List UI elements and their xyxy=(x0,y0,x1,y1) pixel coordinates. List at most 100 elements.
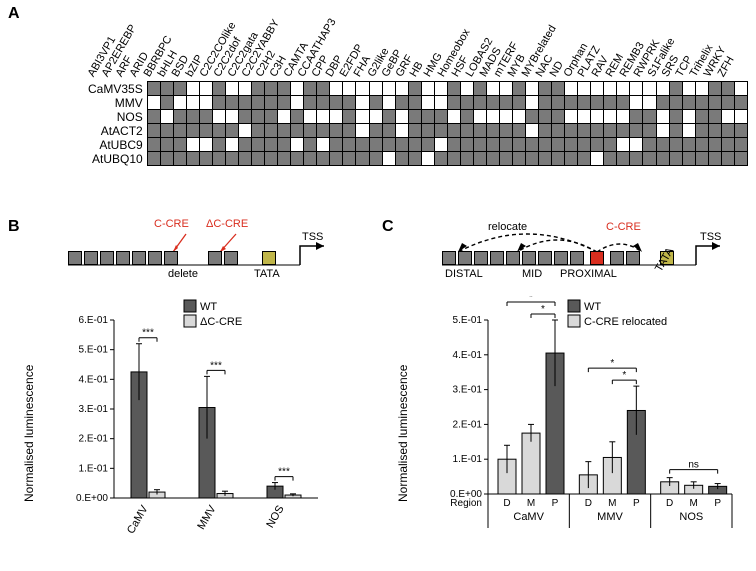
heatmap-cell xyxy=(721,82,734,96)
heatmap-cell xyxy=(317,124,330,138)
heatmap-cell xyxy=(252,152,265,166)
heatmap-cell xyxy=(434,152,447,166)
heatmap-cell xyxy=(643,124,656,138)
heatmap-cell xyxy=(343,96,356,110)
heatmap-cell xyxy=(225,82,238,96)
delete-label: delete xyxy=(168,268,198,280)
heatmap-cell xyxy=(317,96,330,110)
heatmap-cell xyxy=(486,138,499,152)
heatmap-cell xyxy=(578,138,591,152)
heatmap-cell xyxy=(421,124,434,138)
svg-text:*: * xyxy=(610,358,614,369)
heatmap-cell xyxy=(630,152,643,166)
heatmap-cell xyxy=(278,124,291,138)
heatmap-cell xyxy=(526,82,539,96)
heatmap-cell xyxy=(708,82,721,96)
heatmap-cell xyxy=(239,96,252,110)
heatmap-cell xyxy=(147,138,160,152)
heatmap-cell xyxy=(682,110,695,124)
panel-a-label: A xyxy=(8,5,20,23)
heatmap-cell xyxy=(721,152,734,166)
heatmap-cell xyxy=(552,138,565,152)
heatmap-cell xyxy=(695,152,708,166)
panel-c: C relocate C-CRE TSS xyxy=(382,218,748,563)
heatmap-cell xyxy=(682,82,695,96)
heatmap-cell xyxy=(734,110,747,124)
heatmap-cell xyxy=(591,82,604,96)
heatmap-cell xyxy=(604,124,617,138)
heatmap-cell xyxy=(513,138,526,152)
heatmap-cell xyxy=(669,110,682,124)
ytick-c: 3.E-01 xyxy=(453,385,483,396)
heatmap-cell xyxy=(369,124,382,138)
heatmap-cell xyxy=(147,152,160,166)
row-label: MMV xyxy=(88,96,147,110)
heatmap-cell xyxy=(252,124,265,138)
heatmap-cell xyxy=(330,152,343,166)
heatmap-cell xyxy=(278,110,291,124)
svg-text:*: * xyxy=(529,296,533,303)
region-axis-label: Region xyxy=(450,498,482,509)
region-label: M xyxy=(527,498,535,509)
heatmap-cell xyxy=(499,82,512,96)
heatmap-cell xyxy=(591,110,604,124)
heatmap-cell xyxy=(160,110,173,124)
heatmap-cell xyxy=(265,138,278,152)
heatmap-cell xyxy=(291,152,304,166)
heatmap-cell xyxy=(643,138,656,152)
heatmap-cell xyxy=(526,124,539,138)
group-label: CaMV xyxy=(513,511,544,523)
heatmap-cell xyxy=(499,96,512,110)
xcat-label: NOS xyxy=(264,504,286,531)
heatmap-cell xyxy=(591,138,604,152)
region-label: P xyxy=(633,498,640,509)
heatmap-cell xyxy=(356,152,369,166)
heatmap-cell xyxy=(630,82,643,96)
heatmap-cell xyxy=(552,124,565,138)
heatmap-cell xyxy=(265,96,278,110)
heatmap-cell xyxy=(669,138,682,152)
heatmap-cell xyxy=(356,138,369,152)
heatmap-cell xyxy=(565,110,578,124)
heatmap-cell xyxy=(434,96,447,110)
heatmap-cell xyxy=(173,110,186,124)
heatmap-cell xyxy=(734,96,747,110)
heatmap-cell xyxy=(382,110,395,124)
heatmap-cell xyxy=(225,152,238,166)
heatmap-cell xyxy=(212,82,225,96)
heatmap-cell xyxy=(682,96,695,110)
heatmap-cell xyxy=(186,82,199,96)
heatmap-cell xyxy=(147,124,160,138)
heatmap-cell xyxy=(513,82,526,96)
heatmap-cell xyxy=(265,124,278,138)
heatmap-cell xyxy=(186,152,199,166)
heatmap-cell xyxy=(369,110,382,124)
heatmap-cell xyxy=(682,152,695,166)
heatmap-cell xyxy=(539,96,552,110)
heatmap-cell xyxy=(552,96,565,110)
heatmap-cell xyxy=(565,96,578,110)
heatmap-cell xyxy=(447,82,460,96)
proximal-label: PROXIMAL xyxy=(560,268,617,280)
heatmap-cell xyxy=(630,124,643,138)
heatmap-cell xyxy=(212,110,225,124)
ytick-label: 3.E-01 xyxy=(79,404,109,415)
heatmap-cell xyxy=(513,124,526,138)
heatmap-cell xyxy=(408,124,421,138)
heatmap-cell xyxy=(186,110,199,124)
heatmap-cell xyxy=(186,124,199,138)
heatmap-cell xyxy=(369,152,382,166)
heatmap-cell xyxy=(304,124,317,138)
heatmap-cell xyxy=(695,124,708,138)
heatmap-cell xyxy=(643,82,656,96)
heatmap-cell xyxy=(147,96,160,110)
legend-wt-c: WT xyxy=(584,301,601,313)
heatmap-cell xyxy=(499,110,512,124)
sig-label: *** xyxy=(142,328,154,339)
heatmap-cell xyxy=(225,96,238,110)
mid-label: MID xyxy=(522,268,542,280)
heatmap-cell xyxy=(447,124,460,138)
heatmap-cell xyxy=(473,138,486,152)
heatmap-cell xyxy=(186,96,199,110)
heatmap-cell xyxy=(291,82,304,96)
